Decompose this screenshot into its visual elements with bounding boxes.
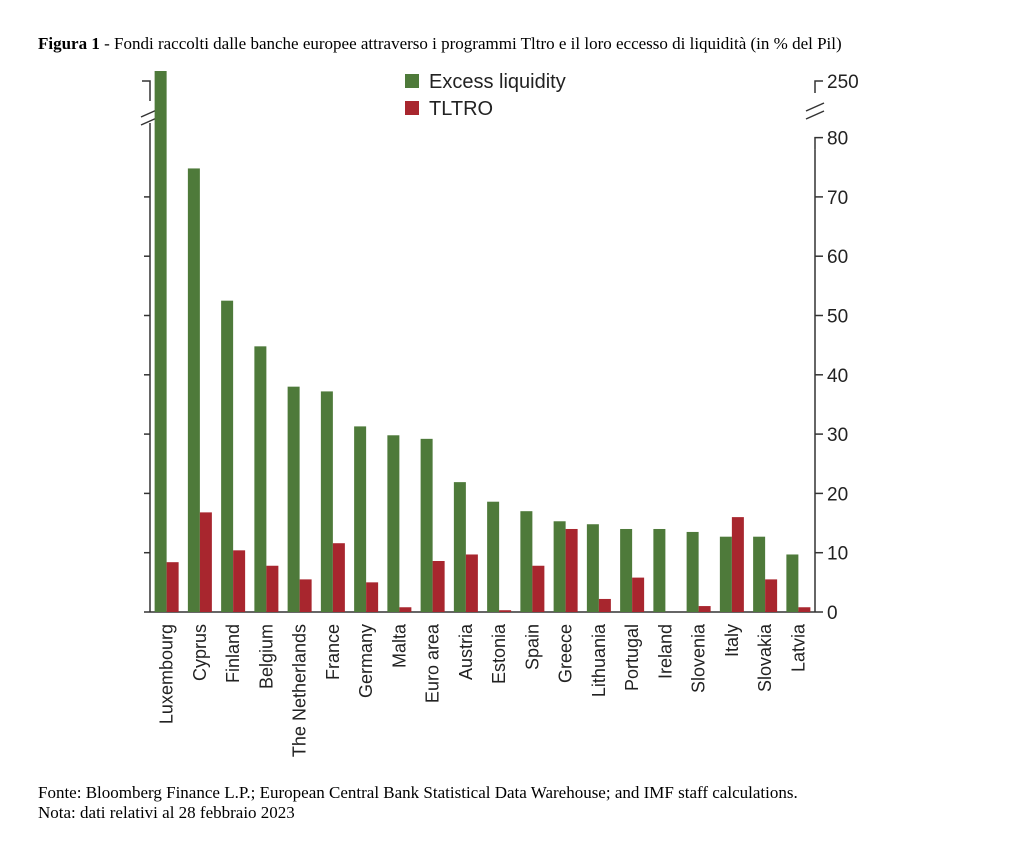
bar-excess-liquidity — [686, 531, 699, 612]
y-tick-label: 20 — [827, 484, 848, 505]
bar-excess-liquidity — [487, 501, 500, 612]
y-tick-label: 0 — [827, 603, 838, 624]
category-label: Cyprus — [190, 624, 210, 681]
right-axis: 0 10 20 30 40 50 60 70 80 250 — [805, 72, 859, 624]
bar-excess-liquidity — [653, 528, 666, 612]
category-labels: Luxembourg Cyprus Finland Belgium The Nether… — [157, 623, 809, 757]
bar-tltro — [798, 607, 811, 612]
bar-excess-liquidity — [154, 71, 167, 612]
right-axis-top-bracket — [814, 80, 823, 93]
bar-excess-liquidity — [586, 524, 599, 612]
bar-tltro — [632, 577, 645, 612]
category-label: Slovenia — [689, 623, 709, 693]
category-label: The Netherlands — [290, 624, 310, 757]
bar-tltro — [532, 565, 545, 612]
legend-swatch — [405, 101, 419, 115]
bar-tltro — [166, 562, 179, 612]
right-axis-break-mark — [805, 102, 825, 120]
figure-label: Figura 1 — [38, 34, 100, 53]
category-label: Greece — [556, 624, 576, 683]
bar-tltro — [765, 579, 778, 612]
bar-excess-liquidity — [354, 426, 367, 612]
bar-excess-liquidity — [187, 168, 200, 612]
category-label: Lithuania — [589, 623, 609, 697]
left-axis — [140, 80, 815, 613]
category-label: Portugal — [622, 624, 642, 691]
legend-label: TLTRO — [429, 98, 493, 120]
y-tick-label: 40 — [827, 366, 848, 387]
bar-excess-liquidity — [719, 536, 732, 612]
bars — [154, 71, 811, 612]
y-tick-label: 30 — [827, 425, 848, 446]
y-tick-label: 70 — [827, 188, 848, 209]
bar-tltro — [598, 598, 611, 612]
date-note: Nota: dati relativi al 28 febbraio 2023 — [38, 803, 295, 822]
source-note: Fonte: Bloomberg Finance L.P.; European … — [38, 783, 798, 802]
bar-excess-liquidity — [221, 300, 234, 612]
bar-tltro — [499, 610, 512, 612]
figure-title-text: - Fondi raccolti dalle banche europee at… — [99, 34, 842, 53]
y-tick-label: 50 — [827, 307, 848, 328]
category-label: Slovakia — [755, 623, 775, 692]
bar-excess-liquidity — [287, 386, 300, 612]
category-label: Euro area — [423, 623, 443, 703]
bar-excess-liquidity — [387, 435, 400, 612]
bar-tltro — [299, 579, 312, 612]
bar-tltro — [731, 517, 744, 612]
bar-excess-liquidity — [320, 391, 333, 612]
category-label: Malta — [389, 623, 409, 668]
bar-tltro — [366, 582, 379, 612]
bar-excess-liquidity — [254, 346, 267, 612]
left-axis-top-bracket — [142, 80, 151, 101]
bar-excess-liquidity — [553, 521, 566, 612]
bar-excess-liquidity — [453, 482, 466, 612]
category-label: Italy — [722, 624, 742, 657]
bar-tltro — [465, 554, 478, 612]
category-label: Latvia — [788, 623, 808, 672]
bar-excess-liquidity — [520, 511, 533, 612]
legend: Excess liquidity TLTRO — [405, 71, 566, 120]
category-label: Germany — [356, 624, 376, 698]
y-tick-label: 10 — [827, 544, 848, 565]
bar-chart: 0 10 20 30 40 50 60 70 80 250 Luxembourg Cyprus Fin… — [140, 71, 859, 757]
bar-tltro — [266, 565, 279, 612]
category-label: France — [323, 624, 343, 680]
category-label: Finland — [223, 624, 243, 683]
bar-tltro — [332, 543, 345, 612]
bar-excess-liquidity — [753, 536, 766, 612]
bar-tltro — [399, 607, 412, 612]
category-label: Spain — [522, 624, 542, 670]
bar-tltro — [698, 606, 711, 612]
bar-excess-liquidity — [420, 438, 433, 612]
category-label: Luxembourg — [157, 624, 177, 724]
bar-excess-liquidity — [620, 528, 633, 612]
y-tick-label: 80 — [827, 129, 848, 150]
bar-excess-liquidity — [786, 554, 799, 612]
bar-tltro — [565, 528, 578, 612]
bar-tltro — [233, 550, 246, 612]
bar-tltro — [199, 512, 212, 612]
category-label: Estonia — [489, 623, 509, 684]
category-label: Belgium — [256, 624, 276, 689]
figure-title: Figura 1 - Fondi raccolti dalle banche e… — [38, 34, 1018, 54]
category-label: Ireland — [655, 624, 675, 679]
legend-label: Excess liquidity — [429, 71, 566, 93]
y-tick-label: 60 — [827, 247, 848, 268]
y-tick-label-top: 250 — [827, 72, 859, 93]
legend-swatch — [405, 74, 419, 88]
right-axis-80-bracket — [814, 136, 823, 150]
bar-tltro — [432, 561, 445, 612]
category-label: Austria — [456, 623, 476, 680]
